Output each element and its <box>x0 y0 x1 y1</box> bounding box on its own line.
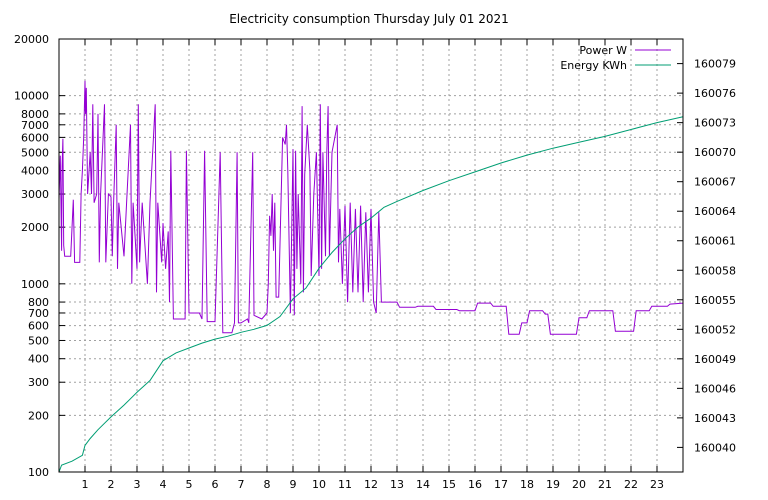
x-tick-label: 5 <box>186 478 193 491</box>
x-tick-label: 11 <box>338 478 352 491</box>
y2-tick-label: 160043 <box>694 412 736 425</box>
x-tick-label: 14 <box>416 478 430 491</box>
y-tick-label: 20000 <box>14 33 49 46</box>
x-axis-ticks: 1 2 3 4 5 6 7 8 9 10 11 12 13 14 15 16 17 18 19 20 21 22 23 <box>82 39 664 491</box>
y2-tick-label: 160070 <box>694 146 736 159</box>
y-tick-label: 7000 <box>21 119 49 132</box>
x-tick-label: 21 <box>598 478 612 491</box>
series-lines <box>58 80 684 473</box>
y-tick-label: 700 <box>28 307 49 320</box>
y-tick-label: 300 <box>28 376 49 389</box>
y-tick-label: 4000 <box>21 165 49 178</box>
y-tick-label: 5000 <box>21 146 49 159</box>
x-tick-label: 1 <box>82 478 89 491</box>
x-tick-label: 3 <box>134 478 141 491</box>
y2-tick-label: 160079 <box>694 58 736 71</box>
legend: Power W Energy KWh <box>560 44 671 72</box>
legend-label: Power W <box>579 44 627 57</box>
chart-title: Electricity consumption Thursday July 01… <box>229 12 509 26</box>
y2-tick-label: 160061 <box>694 235 736 248</box>
plot-frame <box>58 38 684 473</box>
legend-label: Energy KWh <box>560 59 627 72</box>
y2-tick-label: 160058 <box>694 264 736 277</box>
y-tick-label: 500 <box>28 334 49 347</box>
y-tick-label: 200 <box>28 409 49 422</box>
grid-lines <box>59 39 683 472</box>
x-tick-label: 17 <box>494 478 508 491</box>
x-tick-label: 10 <box>312 478 326 491</box>
x-tick-label: 13 <box>390 478 404 491</box>
y2-tick-label: 160049 <box>694 353 736 366</box>
x-tick-label: 19 <box>546 478 560 491</box>
x-tick-label: 6 <box>212 478 219 491</box>
x-tick-label: 18 <box>520 478 534 491</box>
series-line-power <box>58 80 684 335</box>
y-tick-label: 1000 <box>21 278 49 291</box>
y-tick-label: 6000 <box>21 131 49 144</box>
y2-tick-label: 160073 <box>694 117 736 130</box>
series-line-energy <box>58 116 684 473</box>
y2-tick-label: 160052 <box>694 323 736 336</box>
x-tick-label: 20 <box>572 478 586 491</box>
y-tick-label: 600 <box>28 320 49 333</box>
x-tick-label: 2 <box>108 478 115 491</box>
x-tick-label: 22 <box>624 478 638 491</box>
y-tick-label: 10000 <box>14 90 49 103</box>
x-tick-label: 8 <box>264 478 271 491</box>
y-tick-label: 800 <box>28 296 49 309</box>
y-tick-label: 400 <box>28 353 49 366</box>
y2-tick-label: 160040 <box>694 441 736 454</box>
x-tick-label: 12 <box>364 478 378 491</box>
y-tick-label: 100 <box>28 466 49 479</box>
x-tick-label: 7 <box>238 478 245 491</box>
y-tick-label: 2000 <box>21 221 49 234</box>
x-tick-label: 9 <box>290 478 297 491</box>
y2-axis-ticks: 160040 160043 160046 160049 160052 160055 1600… <box>677 58 736 454</box>
y2-tick-label: 160064 <box>694 205 736 218</box>
x-tick-label: 23 <box>650 478 664 491</box>
y-tick-label: 3000 <box>21 188 49 201</box>
x-tick-label: 4 <box>160 478 167 491</box>
x-tick-label: 15 <box>442 478 456 491</box>
y2-tick-label: 160046 <box>694 382 736 395</box>
x-tick-label: 16 <box>468 478 482 491</box>
y2-tick-label: 160067 <box>694 176 736 189</box>
y2-tick-label: 160055 <box>694 294 736 307</box>
y-tick-label: 8000 <box>21 108 49 121</box>
y2-tick-label: 160076 <box>694 87 736 100</box>
